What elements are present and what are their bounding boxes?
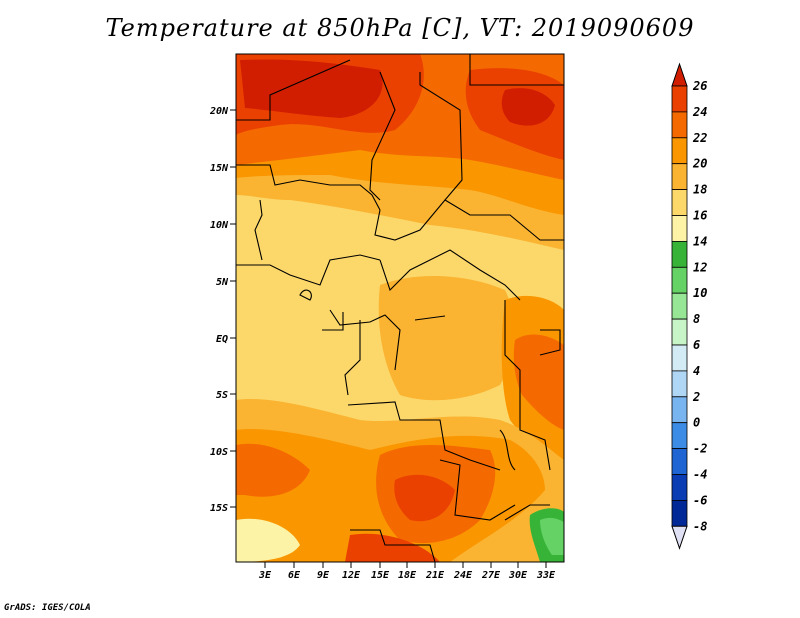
- country-borders: [236, 54, 564, 562]
- lon-tick-label: 33E: [536, 570, 556, 581]
- lon-tick-27e: 27E: [481, 562, 501, 581]
- lat-tick-10n: 10N: [210, 220, 236, 231]
- colorbar-label: 16: [693, 209, 707, 223]
- colorbar-label: 6: [693, 338, 700, 352]
- lon-tick-6e: 6E: [288, 562, 301, 581]
- lat-tick-eq: EQ: [216, 334, 236, 345]
- colorbar-label: 2: [692, 390, 700, 404]
- colorbar-box: [671, 266, 688, 294]
- colorbar-box: [671, 422, 688, 450]
- colorbar-label: 18: [693, 183, 707, 197]
- lon-tick-3e: 3E: [258, 562, 272, 581]
- colorbar-box: [671, 85, 688, 113]
- lon-tick-label: 18E: [398, 570, 417, 581]
- lon-tick-15e: 15E: [371, 562, 390, 581]
- colorbar-box: [671, 448, 688, 475]
- colorbar-box: [671, 396, 688, 424]
- lat-tick-label: 5S: [216, 390, 228, 401]
- colorbar-box: [671, 215, 688, 242]
- colorbar-label: 24: [692, 105, 707, 119]
- colorbar-box: [671, 474, 688, 501]
- colorbar-label: 22: [692, 131, 707, 145]
- colorbar-label: 4: [693, 364, 700, 378]
- colorbar-label: 0: [693, 416, 700, 430]
- lon-tick-label: 3E: [258, 570, 272, 581]
- lon-tick-label: 27E: [481, 570, 501, 581]
- lat-tick-label: 10S: [210, 447, 228, 458]
- lon-tick-18e: 18E: [398, 562, 417, 581]
- lat-tick-15s: 15S: [210, 503, 236, 514]
- colorbar-box: [671, 111, 688, 139]
- lon-tick-21e: 21E: [425, 562, 445, 581]
- lat-tick-20n: 20N: [209, 106, 236, 117]
- colorbar-top-triangle: [671, 62, 688, 87]
- lat-tick-label: 20N: [209, 106, 229, 117]
- colorbar-label: -4: [693, 468, 707, 482]
- colorbar-label: 14: [693, 234, 707, 248]
- colorbar-label: 26: [692, 79, 707, 93]
- lon-axis: 3E 6E 9E 12E 15E 18E 21E 24E 27E 30E 33E: [258, 562, 556, 581]
- lon-tick-9e: 9E: [317, 562, 330, 581]
- lon-tick-label: 21E: [425, 570, 445, 581]
- colorbar-box: [671, 344, 688, 372]
- colorbar-label: 12: [693, 260, 707, 274]
- lat-tick-5s: 5S: [216, 390, 236, 401]
- colorbar-label: -6: [693, 493, 707, 507]
- lat-tick-label: 15S: [210, 503, 228, 514]
- lat-tick-label: 10N: [210, 220, 229, 231]
- lon-tick-label: 24E: [453, 570, 473, 581]
- lon-tick-label: 30E: [508, 570, 528, 581]
- lon-tick-30e: 30E: [508, 562, 528, 581]
- lon-tick-label: 12E: [342, 570, 361, 581]
- lon-tick-33e: 33E: [536, 562, 556, 581]
- colorbar-box: [671, 163, 688, 190]
- lon-tick-24e: 24E: [453, 562, 473, 581]
- lat-tick-15n: 15N: [210, 163, 236, 174]
- colorbar-label: 20: [692, 157, 707, 171]
- temperature-field: [236, 54, 564, 562]
- colorbar-label: -8: [693, 519, 707, 533]
- colorbar-box: [671, 240, 688, 268]
- map-frame: [235, 53, 565, 563]
- colorbar-bottom-triangle: [671, 525, 688, 550]
- lat-axis: 20N 15N 10N 5N EQ 5S 10S 15S: [209, 106, 236, 514]
- lon-tick-12e: 12E: [342, 562, 361, 581]
- lat-tick-10s: 10S: [210, 447, 236, 458]
- grads-credit: GrADS: IGES/COLA: [4, 603, 91, 613]
- colorbar-label: 8: [693, 312, 700, 326]
- lat-tick-label: 15N: [210, 163, 229, 174]
- lat-tick-label: EQ: [216, 334, 228, 345]
- map-title: Temperature at 850hPa [C], VT: 201909060…: [105, 14, 695, 42]
- colorbar-box: [671, 499, 688, 527]
- lat-tick-5n: 5N: [216, 277, 236, 288]
- lat-tick-label: 5N: [216, 277, 229, 288]
- colorbar-label: -2: [693, 442, 707, 456]
- colorbar-box: [671, 318, 688, 346]
- lon-tick-label: 6E: [288, 570, 301, 581]
- colorbar-box: [671, 292, 688, 320]
- lon-tick-label: 15E: [371, 570, 390, 581]
- lon-tick-label: 9E: [317, 570, 330, 581]
- colorbar-box: [671, 137, 688, 165]
- colorbar-label: 10: [693, 286, 707, 300]
- colorbar-box: [671, 370, 688, 398]
- colorbar-box: [671, 189, 688, 216]
